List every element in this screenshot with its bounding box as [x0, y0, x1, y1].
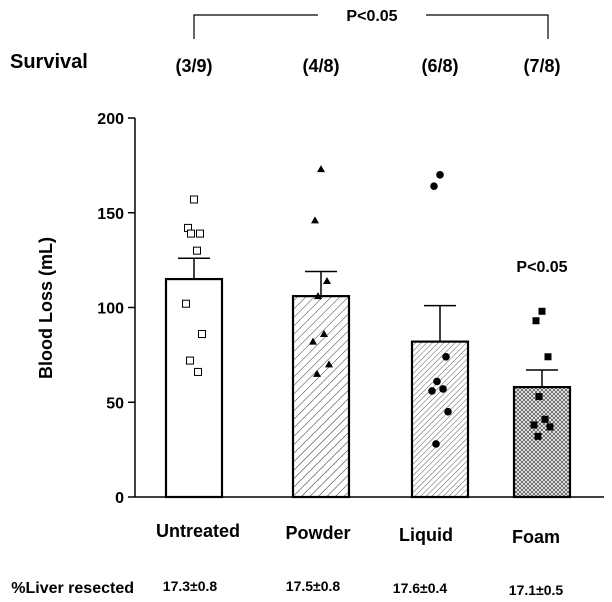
bar-untreated: [164, 277, 224, 499]
data-point-powder: [314, 292, 322, 300]
data-point-liquid: [442, 352, 450, 361]
data-point-powder: [309, 337, 317, 345]
liver-resected-untreated: 17.3±0.8: [163, 578, 218, 594]
data-point-untreated: [194, 367, 202, 376]
category-labels: Untreated Powder Liquid Foam: [156, 521, 560, 547]
data-point-untreated: [182, 299, 190, 308]
liver-resected-row: %Liver resected 17.3±0.8 17.5±0.8 17.6±0…: [11, 578, 563, 598]
y-tick-label: 150: [97, 206, 124, 223]
y-tick-label: 200: [97, 111, 124, 128]
data-point-powder: [313, 369, 321, 377]
data-point-foam: [534, 432, 542, 440]
survival-powder: (4/8): [302, 56, 339, 76]
y-tick-label: 100: [97, 301, 124, 318]
data-point-foam: [544, 353, 552, 361]
error-bar-untreated: [178, 257, 210, 280]
data-point-liquid: [436, 171, 444, 179]
data-point-liquid: [433, 377, 441, 386]
y-ticks: 0 50 100 150 200: [97, 111, 135, 507]
data-point-liquid: [444, 407, 452, 416]
survival-label: Survival: [10, 51, 88, 73]
data-point-liquid: [439, 385, 447, 393]
data-point-untreated: [187, 229, 195, 238]
error-bar-liquid: [424, 304, 456, 342]
bracket-line-right: [426, 14, 549, 39]
significance-bracket: P<0.05: [193, 8, 549, 39]
category-label-liquid: Liquid: [399, 525, 453, 545]
data-point-liquid: [428, 387, 436, 395]
liver-resected-foam: 17.1±0.5: [509, 582, 564, 598]
data-point-untreated: [193, 246, 201, 255]
data-point-powder: [311, 216, 319, 224]
data-point-foam: [535, 393, 543, 401]
bar-liquid: [410, 340, 470, 499]
liver-resected-liquid: 17.6±0.4: [393, 580, 448, 596]
survival-liquid: (6/8): [421, 56, 458, 76]
comparison-p-label: P<0.05: [346, 8, 397, 25]
liver-resected-label: %Liver resected: [11, 580, 134, 597]
data-point-foam: [546, 423, 554, 431]
data-point-untreated: [196, 229, 204, 238]
liver-resected-powder: 17.5±0.8: [286, 578, 341, 594]
survival-untreated: (3/9): [175, 56, 212, 76]
data-point-untreated: [190, 195, 198, 204]
data-point-powder: [317, 165, 325, 173]
data-point-liquid: [430, 182, 438, 191]
foam-p-label: P<0.05: [516, 259, 567, 276]
category-label-foam: Foam: [512, 527, 560, 547]
error-bar-foam: [526, 369, 558, 388]
data-point-powder: [323, 276, 331, 284]
data-point-foam: [541, 415, 549, 423]
data-point-untreated: [198, 330, 206, 339]
y-tick-label: 0: [115, 490, 124, 507]
category-label-powder: Powder: [285, 523, 350, 543]
y-axis-title: Blood Loss (mL): [36, 237, 56, 379]
error-bars: [178, 257, 558, 388]
data-point-foam: [538, 307, 546, 315]
data-points: [182, 165, 554, 448]
survival-foam: (7/8): [523, 56, 560, 76]
bars: [164, 277, 572, 499]
data-point-foam: [530, 421, 538, 429]
bracket-line-left: [193, 14, 318, 39]
bar-powder: [291, 295, 351, 499]
data-point-powder: [320, 330, 328, 338]
data-point-untreated: [186, 356, 194, 365]
y-tick-label: 50: [106, 395, 124, 412]
data-point-foam: [532, 317, 540, 325]
category-label-untreated: Untreated: [156, 521, 240, 541]
error-bar-powder: [305, 270, 337, 297]
data-point-powder: [325, 360, 333, 368]
bar-foam: [512, 385, 572, 499]
data-point-liquid: [432, 440, 440, 448]
survival-row: Survival (3/9) (4/8) (6/8) (7/8): [10, 51, 561, 76]
